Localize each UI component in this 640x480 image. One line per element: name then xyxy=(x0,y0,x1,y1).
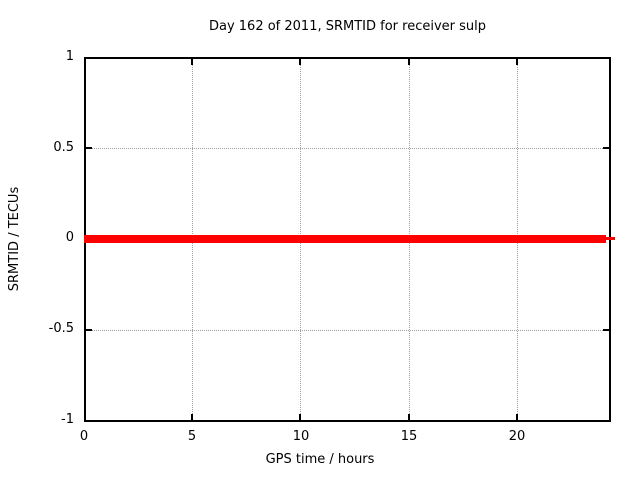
tick-mark-y-0.5-right xyxy=(603,147,609,149)
x-axis-label: GPS time / hours xyxy=(265,452,375,467)
grid-line-y--0.5 xyxy=(86,330,609,331)
y-tick-label-0: 0 xyxy=(65,230,74,245)
x-tick-label-5: 5 xyxy=(187,429,197,444)
tick-mark-y--0.5-right xyxy=(603,329,609,331)
tick-mark-x-5-bottom xyxy=(191,414,193,420)
tick-mark-x-20-bottom xyxy=(516,414,518,420)
tick-mark-x-20-top xyxy=(516,59,518,65)
y-tick-label-0.5: 0.5 xyxy=(53,140,74,155)
chart-title: Day 162 of 2011, SRMTID for receiver sul… xyxy=(208,19,487,34)
tick-mark-x-10-top xyxy=(299,59,301,65)
tick-mark-x-5-top xyxy=(191,59,193,65)
tick-mark-y--0.5-left xyxy=(86,329,92,331)
x-tick-label-15: 15 xyxy=(400,429,418,444)
series-srmtid-zero-line xyxy=(84,235,606,243)
grid-line-y-0.5 xyxy=(86,148,609,149)
series-srmtid-line-end xyxy=(603,237,615,240)
y-tick-label-1: 1 xyxy=(65,49,74,64)
y-tick-label--1: -1 xyxy=(61,412,74,427)
x-tick-label-0: 0 xyxy=(79,429,89,444)
y-tick-label--0.5: -0.5 xyxy=(48,321,74,336)
tick-mark-x-10-bottom xyxy=(299,414,301,420)
tick-mark-x-15-top xyxy=(408,59,410,65)
tick-mark-y-0.5-left xyxy=(86,147,92,149)
plot-area xyxy=(84,57,615,422)
x-tick-label-10: 10 xyxy=(292,429,310,444)
x-tick-label-20: 20 xyxy=(508,429,526,444)
tick-mark-x-15-bottom xyxy=(408,414,410,420)
